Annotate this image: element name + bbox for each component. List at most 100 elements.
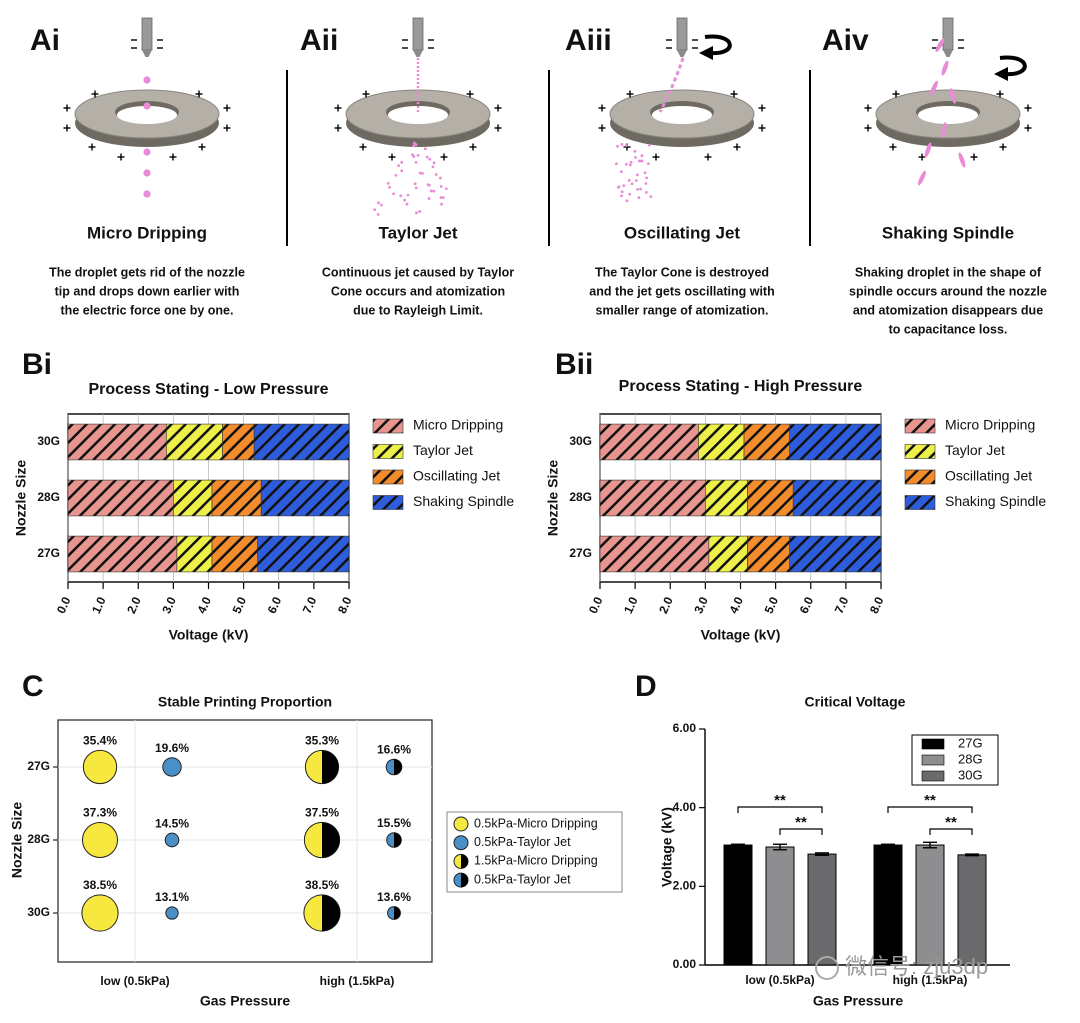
droplet [418, 171, 422, 175]
x-tick-label: 1.0 [89, 594, 109, 615]
droplet [440, 202, 443, 206]
panel-label: Aiii [565, 24, 612, 57]
panel-label: D [635, 670, 657, 703]
droplet [616, 144, 619, 148]
droplet [645, 176, 649, 180]
panel-label: Aii [300, 24, 338, 57]
droplet [432, 161, 436, 165]
droplet [399, 194, 403, 198]
legend-marker [453, 816, 469, 832]
bar [807, 853, 837, 966]
x-tick-label: 5.0 [761, 594, 781, 615]
bar-segment [253, 423, 350, 461]
significance-bracket [929, 828, 973, 835]
significance-bracket [887, 806, 973, 813]
droplet [615, 162, 618, 166]
droplet [620, 190, 624, 194]
y-tick-label: 27G [569, 546, 592, 560]
droplet [625, 199, 629, 203]
droplet [617, 185, 621, 189]
bar-segment [211, 479, 262, 517]
stage-description: Cone occurs and atomization [331, 284, 505, 298]
bar-segment [792, 479, 882, 517]
stage-description: due to Rayleigh Limit. [353, 303, 483, 317]
droplet [438, 176, 442, 180]
droplet [646, 162, 650, 166]
droplet [427, 197, 431, 200]
legend-swatch [372, 418, 404, 434]
stage-description: Shaking droplet in the shape of [855, 265, 1042, 279]
y-tick-label: 28G [37, 490, 60, 504]
droplet [644, 182, 648, 185]
droplet [639, 159, 643, 163]
stage-description: tip and drops down earlier with [55, 284, 240, 298]
spindle-droplet [950, 88, 956, 104]
spindle-droplet [941, 122, 947, 138]
droplet [376, 212, 380, 216]
bar [723, 844, 753, 966]
ring-hole [388, 106, 448, 124]
droplet [423, 147, 427, 151]
droplet [432, 189, 436, 193]
x-tick-label: 3.0 [691, 594, 711, 615]
droplet [414, 186, 418, 190]
bubble-half [394, 906, 401, 920]
bar-segment [789, 423, 882, 461]
data-label: 15.5% [377, 816, 411, 830]
spindle-droplet [930, 80, 938, 96]
legend-label: Oscillating Jet [413, 468, 500, 484]
x-axis-label: Voltage (kV) [169, 627, 249, 643]
droplet [439, 196, 443, 199]
annotation: ** [795, 814, 807, 831]
y-axis-label: Voltage (kV) [659, 807, 675, 887]
legend-label: Oscillating Jet [945, 468, 1032, 484]
legend-box [446, 811, 623, 893]
droplet [392, 192, 396, 196]
stage-description: The Taylor Cone is destroyed [595, 265, 769, 279]
bar [873, 844, 903, 966]
annotation: ** [945, 814, 957, 831]
x-tick-label: high (1.5kPa) [320, 974, 395, 988]
droplet [431, 165, 435, 169]
droplet [434, 173, 438, 176]
droplet [394, 173, 398, 177]
nozzle [676, 17, 688, 51]
bubble [81, 821, 119, 859]
droplet [620, 143, 624, 146]
droplet [425, 155, 429, 159]
nozzle-tip [677, 50, 687, 57]
droplet [639, 187, 642, 191]
error-bar [965, 853, 979, 857]
bubble-half [322, 822, 340, 858]
legend-swatch [904, 444, 936, 459]
droplet [388, 185, 391, 189]
legend-label: 27G [958, 735, 983, 750]
legend-label: 1.5kPa-Micro Dripping [474, 854, 598, 868]
plot-frame [57, 719, 433, 963]
stage-description: The droplet gets rid of the nozzle [49, 265, 245, 279]
annotation: ** [924, 792, 936, 809]
legend-marker [453, 835, 469, 851]
legend-label: 0.5kPa-Micro Dripping [474, 816, 598, 830]
x-tick-label: 4.0 [194, 594, 214, 615]
legend-label: Shaking Spindle [413, 493, 514, 509]
legend-swatch [921, 754, 945, 766]
x-tick-label: 1.0 [621, 594, 641, 615]
droplet [386, 181, 390, 185]
bar-segment [599, 479, 706, 517]
droplet [143, 169, 151, 177]
droplet [412, 144, 416, 148]
ring-hole [117, 106, 177, 124]
bar-segment [257, 535, 350, 573]
droplet [628, 163, 632, 167]
droplet [644, 191, 648, 194]
stage-title: Micro Dripping [87, 223, 207, 242]
stage-description: spindle occurs around the nozzle [849, 284, 1047, 298]
y-axis-label: Nozzle Size [13, 460, 29, 536]
bar-segment [705, 479, 748, 517]
x-axis-label: Gas Pressure [813, 993, 903, 1009]
nozzle [942, 17, 954, 51]
droplet [439, 185, 443, 188]
bar-segment [698, 423, 745, 461]
